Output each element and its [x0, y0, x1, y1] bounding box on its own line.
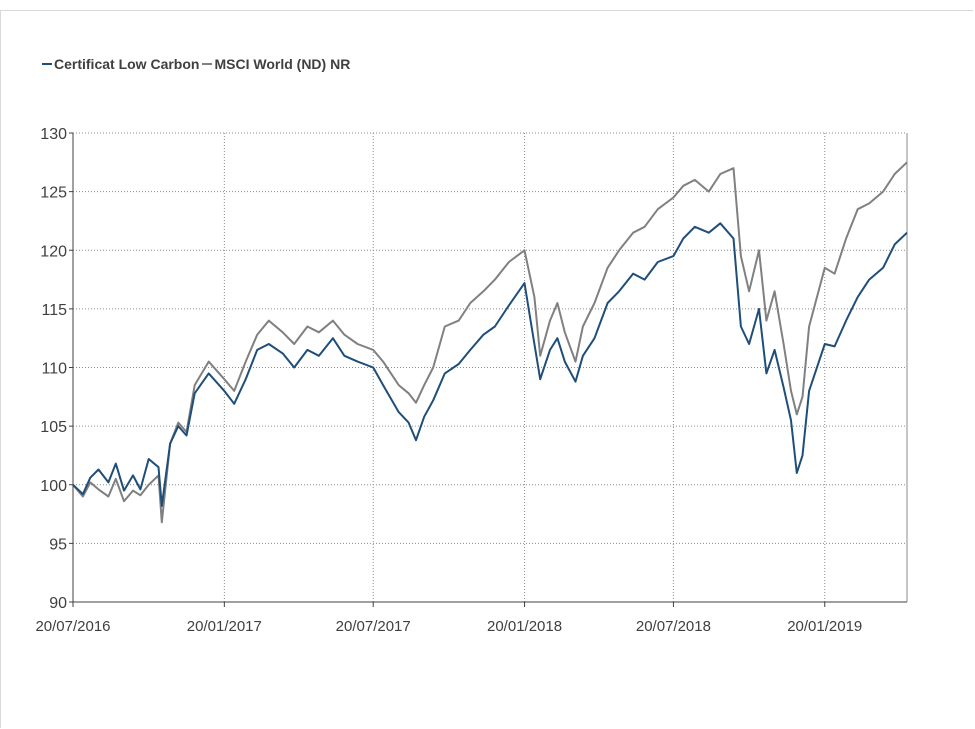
legend-label-msci-world: MSCI World (ND) NR: [214, 56, 351, 72]
legend-item-msci-world: MSCI World (ND) NR: [199, 56, 350, 72]
y-tick-label-130: 130: [40, 126, 67, 143]
series-lines: [72, 161, 908, 524]
y-tick-label-90: 90: [49, 595, 67, 612]
x-tick-label-0: 20/07/2016: [35, 618, 110, 635]
series-line-certificat-low-carbon: [72, 222, 908, 507]
y-tick-label-125: 125: [40, 185, 67, 202]
y-tick-label-110: 110: [41, 361, 67, 378]
y-tick-label-95: 95: [49, 536, 67, 553]
x-tick-label-1: 20/01/2017: [187, 618, 262, 635]
y-tick-label-100: 100: [40, 478, 67, 495]
legend-swatch-msci-world: [202, 63, 213, 65]
series-line-msci-world: [72, 161, 908, 524]
y-tick-label-115: 115: [41, 302, 67, 319]
y-tick-label-120: 120: [40, 243, 67, 260]
x-tick-label-4: 20/07/2018: [636, 618, 711, 635]
legend-item-certificat-low-carbon: Certificat Low Carbon: [42, 56, 199, 72]
x-tick-label-5: 20/01/2019: [787, 618, 862, 635]
y-tick-label-105: 105: [40, 419, 67, 436]
chart-frame: [0, 10, 973, 728]
legend-swatch-certificat-low-carbon: [42, 63, 52, 65]
y-tick-labels: 90 95 100 105 110 115 120 125 130: [40, 126, 67, 612]
chart-legend: Certificat Low Carbon MSCI World (ND) NR: [42, 56, 350, 72]
legend-label-certificat-low-carbon: Certificat Low Carbon: [54, 56, 200, 72]
x-tick-label-3: 20/01/2018: [487, 618, 562, 635]
x-tick-label-2: 20/07/2017: [336, 618, 411, 635]
grid-lines: [73, 132, 908, 602]
axes: [69, 132, 907, 607]
x-tick-labels: 20/07/2016 20/01/2017 20/07/2017 20/01/2018…: [35, 618, 862, 635]
